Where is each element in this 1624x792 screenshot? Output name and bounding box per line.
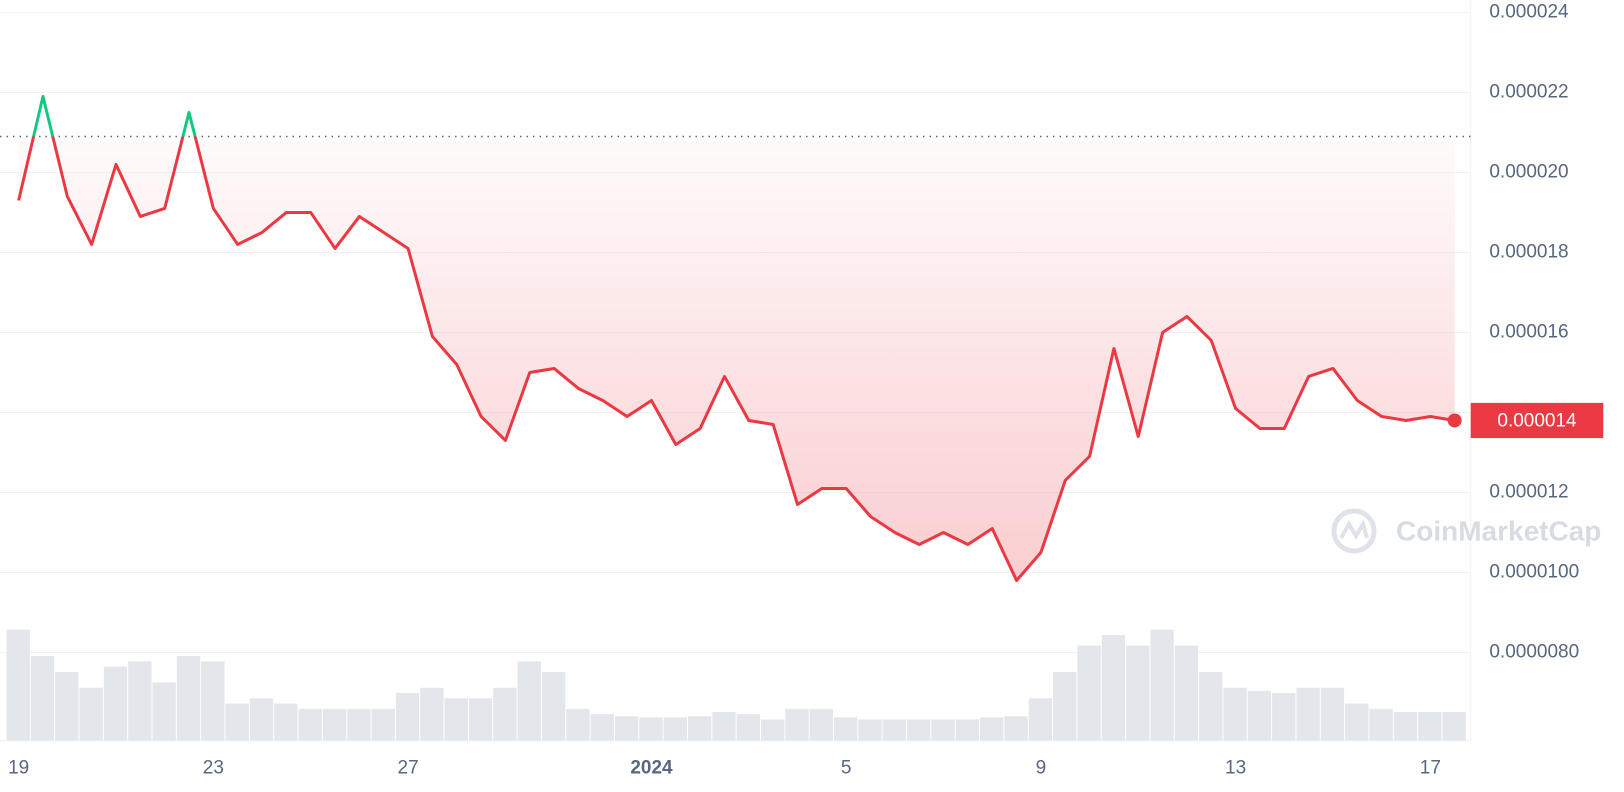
volume-bar [30,656,55,741]
y-tick-label: 0.000024 [1489,1,1569,22]
y-tick-label: 0.0000080 [1489,642,1579,663]
volume-bar [566,708,590,741]
volume-bar [980,717,1004,741]
volume-bar [298,708,322,741]
volume-bar [493,687,517,741]
volume-bar [760,719,785,741]
volume-bar [663,717,687,741]
x-tick-label: 27 [398,758,419,779]
volume-bar [55,671,79,741]
volume-bar [468,698,493,741]
volume-bar [882,719,907,741]
volume-bar [590,714,614,741]
x-tick-label: 19 [8,758,29,779]
volume-bar [955,719,980,741]
volume-bar [931,719,955,741]
y-tick-label: 0.000022 [1489,81,1568,102]
watermark-logo-mark [1339,518,1369,540]
volume-bar [1369,708,1393,741]
volume-bar [834,717,858,741]
volume-bar [1223,687,1247,741]
x-tick-label: 9 [1036,758,1047,779]
volume-bar [6,629,30,741]
volume-bar [1126,645,1150,741]
volume-bar [1393,712,1418,741]
volume-bar [1442,712,1466,741]
price-tag [1470,402,1604,439]
volume-bar [1199,671,1223,741]
volume-bar [225,703,249,741]
y-tick-label: 0.000012 [1489,481,1568,502]
volume-bar [1320,687,1345,741]
last-point [1447,413,1462,428]
volume-bar [347,708,371,741]
y-tick-label: 0.000016 [1489,321,1568,342]
x-tick-label: 13 [1225,758,1246,779]
volume-bar [687,716,712,741]
x-tick-label: 23 [203,758,224,779]
volume-bar [1345,703,1369,741]
volume-bar [201,661,225,741]
volume-bar [103,666,128,741]
volume-bar [420,687,444,741]
volume-bar [736,714,760,741]
volume-bar [128,661,152,741]
price-line [17,94,1455,582]
volume-bar [1272,693,1296,741]
volume-bar [79,687,103,741]
volume-bar [444,698,468,741]
x-tick-label: 5 [841,758,852,779]
volume-bar [858,719,882,741]
x-tick-label: 2024 [630,758,673,779]
volume-bar [639,717,663,741]
volume-bar [1077,645,1101,741]
volume-bar [1028,698,1053,741]
volume-bar [1174,645,1199,741]
volume-bar [1296,687,1320,741]
volume-bar [1150,629,1174,741]
price-tag-label: 0.000014 [1497,410,1577,431]
volume-bar [785,708,809,741]
volume-bar [541,671,566,741]
volume-bar [614,716,639,741]
y-tick-label: 0.000018 [1489,241,1568,262]
volume-bar [395,693,420,741]
volume-bar [1101,634,1126,741]
volume-bar [176,656,201,741]
volume-bar [322,708,347,741]
y-tick-label: 0.000020 [1489,161,1568,182]
volume-bar [809,708,834,741]
volume-bar [371,708,395,741]
volume-bar [249,698,274,741]
volume-bar [907,719,931,741]
y-tick-label: 0.0000100 [1489,562,1579,583]
watermark-text: CoinMarketCap [1396,515,1601,546]
volume-bar [1053,671,1077,741]
watermark: CoinMarketCap [1331,508,1601,554]
volume-bar [1247,690,1272,741]
volume-bar [712,712,736,741]
volume-bar [1004,716,1028,741]
volume-bar [274,703,298,741]
x-tick-label: 17 [1420,758,1441,779]
volume-bar [1418,712,1442,741]
watermark-logo [1331,508,1377,554]
volume-bar [517,661,541,741]
volume-bar [152,682,176,741]
area [18,136,1455,581]
